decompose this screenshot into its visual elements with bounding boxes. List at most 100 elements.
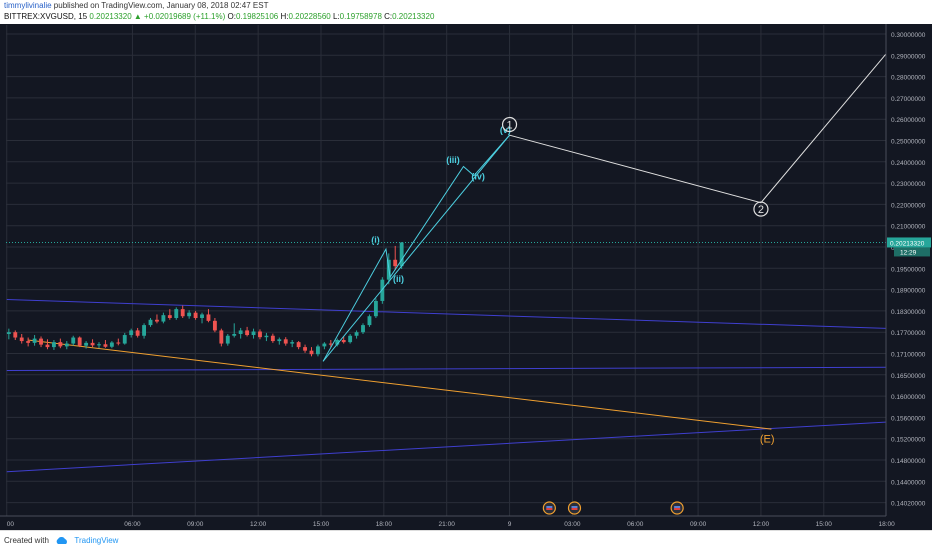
candle-body: [71, 337, 76, 344]
candle-body: [116, 342, 121, 344]
candle-body: [200, 314, 204, 318]
candle-body: [97, 344, 101, 346]
subwave-label: (iii): [446, 155, 460, 165]
x-tick-label: 21:00: [439, 521, 456, 528]
event-marker-stripe: [674, 508, 681, 510]
y-tick-label: 0.28000000: [891, 75, 926, 82]
wave-label-circle: [753, 201, 769, 217]
x-tick-label: 09:00: [187, 521, 204, 528]
candle-body: [399, 242, 404, 267]
y-tick-label: 0.14020000: [891, 501, 926, 508]
candle-body: [135, 330, 140, 336]
candle-body: [161, 315, 166, 322]
candle-body: [245, 330, 250, 336]
candle-body: [335, 340, 340, 345]
y-tick-label: 0.22000000: [891, 202, 926, 209]
low-value: 0.19758978: [339, 12, 382, 21]
candle-body: [290, 342, 295, 344]
candle-body: [316, 346, 320, 355]
subwave-label: (iv): [471, 171, 485, 181]
candle-body: [219, 330, 224, 344]
candle-body: [32, 338, 37, 343]
open-label: O:: [227, 12, 236, 21]
candle-body: [380, 279, 385, 301]
chart-background: [0, 24, 932, 530]
y-tick-label: 0.17100000: [891, 352, 926, 359]
candle-body: [296, 342, 301, 348]
y-tick-label: 0.18300000: [891, 309, 926, 316]
symbol-label: BITTREX:XVGUSD, 15: [4, 12, 88, 21]
candle-body: [180, 309, 185, 317]
time-axis-panel: [0, 516, 932, 530]
candle-body: [354, 332, 359, 336]
candle-body: [84, 342, 89, 346]
candle-body: [39, 338, 43, 345]
chart-area[interactable]: (i) (ii) (iii) (iv) (v) 1 2 (E) 0.30000000 0.2900…: [0, 24, 932, 530]
chart-header: timmylivinalie published on TradingView.…: [0, 0, 932, 24]
countdown-text: 12:29: [900, 249, 917, 256]
candle-body: [322, 343, 327, 347]
x-tick-label: 15:00: [816, 521, 833, 528]
candle-body: [212, 320, 217, 331]
candle-body: [348, 335, 353, 343]
x-tick-label: 12:00: [753, 521, 770, 528]
x-tick-label: 12:00: [250, 521, 267, 528]
x-tick-label: 00: [7, 521, 15, 528]
x-tick-label: 06:00: [627, 521, 644, 528]
footer: Created with TradingView: [0, 530, 932, 551]
candle-body: [206, 314, 211, 321]
candle-body: [187, 312, 192, 317]
x-tick-label: 18:00: [879, 521, 896, 528]
candle-body: [19, 337, 24, 342]
channel-line: [6, 299, 932, 331]
candle-body: [174, 309, 179, 318]
candle-body: [77, 337, 82, 346]
close-label: C:: [384, 12, 393, 21]
event-marker-icon: [567, 501, 582, 515]
candle-body: [361, 325, 365, 333]
high-label: H:: [280, 12, 289, 21]
subwave-line: [322, 134, 510, 362]
candle-body: [122, 335, 127, 344]
subwave-label: (i): [371, 235, 380, 245]
author-link[interactable]: timmylivinalie: [4, 1, 52, 10]
open-value: 0.19825106: [235, 12, 279, 21]
event-marker-icon: [670, 501, 684, 515]
candle-body: [148, 319, 153, 326]
y-tick-label: 0.18900000: [891, 288, 926, 295]
y-tick-label: 0.16500000: [891, 373, 926, 380]
last-price-text: 0.20213320: [890, 240, 925, 247]
candle-body: [64, 343, 69, 347]
y-tick-label: 0.25000000: [891, 139, 926, 146]
last-price-tag: [887, 237, 931, 248]
x-tick-label: 06:00: [124, 521, 141, 528]
candle-body: [251, 331, 256, 336]
candle-body: [13, 332, 18, 338]
x-tick-label: 09:00: [690, 521, 707, 528]
wave-label-circle: [501, 116, 518, 133]
price-chart[interactable]: (i)(ii)(iii)(iv)(v)12(E)0.300000000.2900…: [0, 24, 932, 530]
wave-label-2: 2: [753, 201, 769, 217]
channel-line: [6, 418, 932, 473]
event-marker-stripe: [546, 508, 553, 510]
x-tick-label: 03:00: [564, 521, 581, 528]
candle-body: [51, 342, 56, 348]
y-tick-label: 0.21000000: [891, 224, 926, 231]
candle-body: [393, 259, 398, 267]
candle-body: [6, 332, 11, 334]
created-with-text: Created with: [4, 536, 49, 545]
tradingview-link[interactable]: TradingView: [74, 536, 119, 545]
y-tick-label: 0.30000000: [891, 32, 926, 39]
subwave-label: (ii): [393, 274, 404, 284]
candle-body: [238, 330, 243, 334]
published-text: published on TradingView.com, January 08…: [53, 1, 269, 10]
candle-body: [328, 343, 333, 345]
candle-body: [341, 340, 346, 343]
y-tick-label: 0.14800000: [891, 458, 926, 465]
candle-body: [258, 331, 262, 338]
y-tick-label: 0.15600000: [891, 415, 926, 422]
candle-body: [270, 335, 275, 342]
subwave-path: [322, 134, 510, 362]
y-tick-label: 0.26000000: [891, 117, 926, 124]
candle-body: [373, 300, 378, 317]
